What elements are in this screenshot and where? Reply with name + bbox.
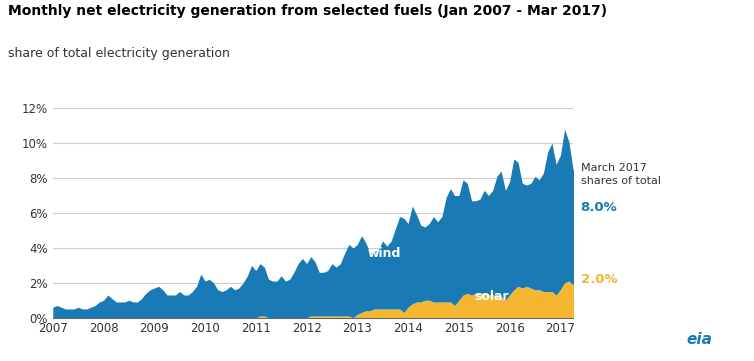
Text: solar: solar — [474, 290, 509, 303]
Text: March 2017
shares of total: March 2017 shares of total — [581, 163, 661, 186]
Text: 2.0%: 2.0% — [581, 273, 618, 286]
Text: 8.0%: 8.0% — [581, 201, 618, 214]
Text: share of total electricity generation: share of total electricity generation — [8, 47, 229, 60]
Text: eia: eia — [686, 331, 712, 347]
Text: Monthly net electricity generation from selected fuels (Jan 2007 - Mar 2017): Monthly net electricity generation from … — [8, 4, 607, 18]
Text: wind: wind — [367, 247, 401, 260]
